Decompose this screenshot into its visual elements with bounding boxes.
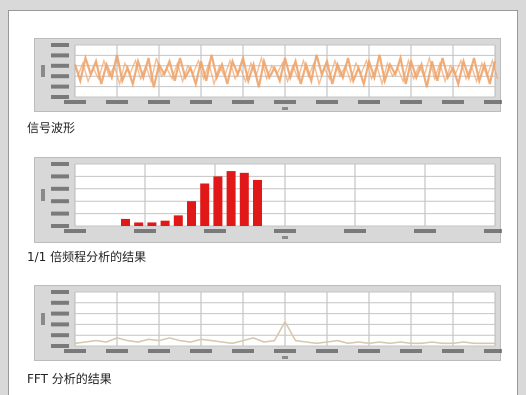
octave-x-tick-label <box>414 229 436 233</box>
fft-x-tick-label <box>358 349 380 353</box>
octave-chart-svg <box>41 162 502 239</box>
octave-bar <box>134 222 144 226</box>
waveform-x-tick-label <box>400 100 422 104</box>
fft-y-axis-title <box>41 313 45 325</box>
fft-x-tick-label <box>106 349 128 353</box>
octave-bar <box>226 171 236 226</box>
fft-y-tick-label <box>51 300 69 305</box>
waveform-y-tick-label <box>51 53 69 58</box>
octave-x-tick-label <box>274 229 296 233</box>
waveform-y-axis-title <box>41 65 45 77</box>
fft-caption: FFT 分析的结果 <box>27 372 112 386</box>
waveform-plot <box>34 38 502 112</box>
waveform-x-tick-label <box>64 100 86 104</box>
octave-bar <box>253 179 262 226</box>
fft-y-tick-label <box>51 290 69 294</box>
octave-bar <box>173 215 183 226</box>
waveform-x-tick-label <box>316 100 338 104</box>
waveform-series-line <box>73 53 497 89</box>
octave-bar <box>213 176 223 226</box>
octave-x-axis-title <box>282 236 288 239</box>
octave-bar <box>200 183 210 226</box>
octave-y-tick-label <box>51 162 69 166</box>
octave-x-tick-label <box>134 229 156 233</box>
waveform-y-tick-label <box>51 74 69 79</box>
octave-y-tick-label <box>51 174 69 179</box>
fft-x-tick-label <box>232 349 254 353</box>
waveform-x-tick-label <box>442 100 464 104</box>
fft-plot <box>34 285 502 361</box>
octave-bar <box>160 220 170 226</box>
waveform-x-tick-label <box>484 100 502 104</box>
octave-x-tick-label <box>64 229 86 233</box>
waveform-x-tick-label <box>274 100 296 104</box>
fft-chart-svg <box>41 290 502 359</box>
octave-x-tick-label <box>344 229 366 233</box>
waveform-x-tick-label <box>190 100 212 104</box>
waveform-x-tick-label <box>232 100 254 104</box>
octave-x-tick-label <box>204 229 226 233</box>
octave-bar <box>147 222 157 226</box>
fft-x-tick-label <box>484 349 502 353</box>
fft-x-tick-label <box>64 349 86 353</box>
fft-x-tick-label <box>148 349 170 353</box>
octave-x-tick-label <box>484 229 502 233</box>
octave-caption: 1/1 倍频程分析的结果 <box>27 250 147 264</box>
waveform-x-tick-label <box>148 100 170 104</box>
waveform-x-tick-label <box>358 100 380 104</box>
fft-series-line <box>74 320 495 345</box>
waveform-y-tick-label <box>51 95 69 99</box>
octave-bar <box>239 172 249 226</box>
fft-x-axis-title <box>282 356 288 359</box>
octave-y-tick-label <box>51 224 69 228</box>
fft-x-tick-label <box>316 349 338 353</box>
fft-x-tick-label <box>400 349 422 353</box>
fft-x-tick-label <box>442 349 464 353</box>
octave-bar <box>121 218 130 226</box>
fft-y-tick-label <box>51 311 69 316</box>
octave-y-tick-label <box>51 186 69 191</box>
fft-y-tick-label <box>51 322 69 327</box>
waveform-caption: 信号波形 <box>27 121 76 135</box>
waveform-y-tick-label <box>51 63 69 68</box>
waveform-chart-svg <box>41 43 502 110</box>
octave-plot <box>34 157 502 243</box>
waveform-series-line-2 <box>76 55 499 87</box>
octave-bar <box>187 201 196 226</box>
octave-y-tick-label <box>51 211 69 216</box>
fft-x-tick-label <box>190 349 212 353</box>
fft-x-tick-label <box>274 349 296 353</box>
fft-y-tick-label <box>51 333 69 338</box>
waveform-y-tick-label <box>51 43 69 47</box>
waveform-x-tick-label <box>106 100 128 104</box>
waveform-x-axis-title <box>282 107 288 110</box>
report-frame: 信号波形 1/1 倍频程分析的结果 FFT 分析的结果 <box>8 10 518 395</box>
octave-y-tick-label <box>51 199 69 204</box>
waveform-y-tick-label <box>51 84 69 89</box>
octave-y-axis-title <box>41 189 45 201</box>
fft-y-tick-label <box>51 344 69 348</box>
